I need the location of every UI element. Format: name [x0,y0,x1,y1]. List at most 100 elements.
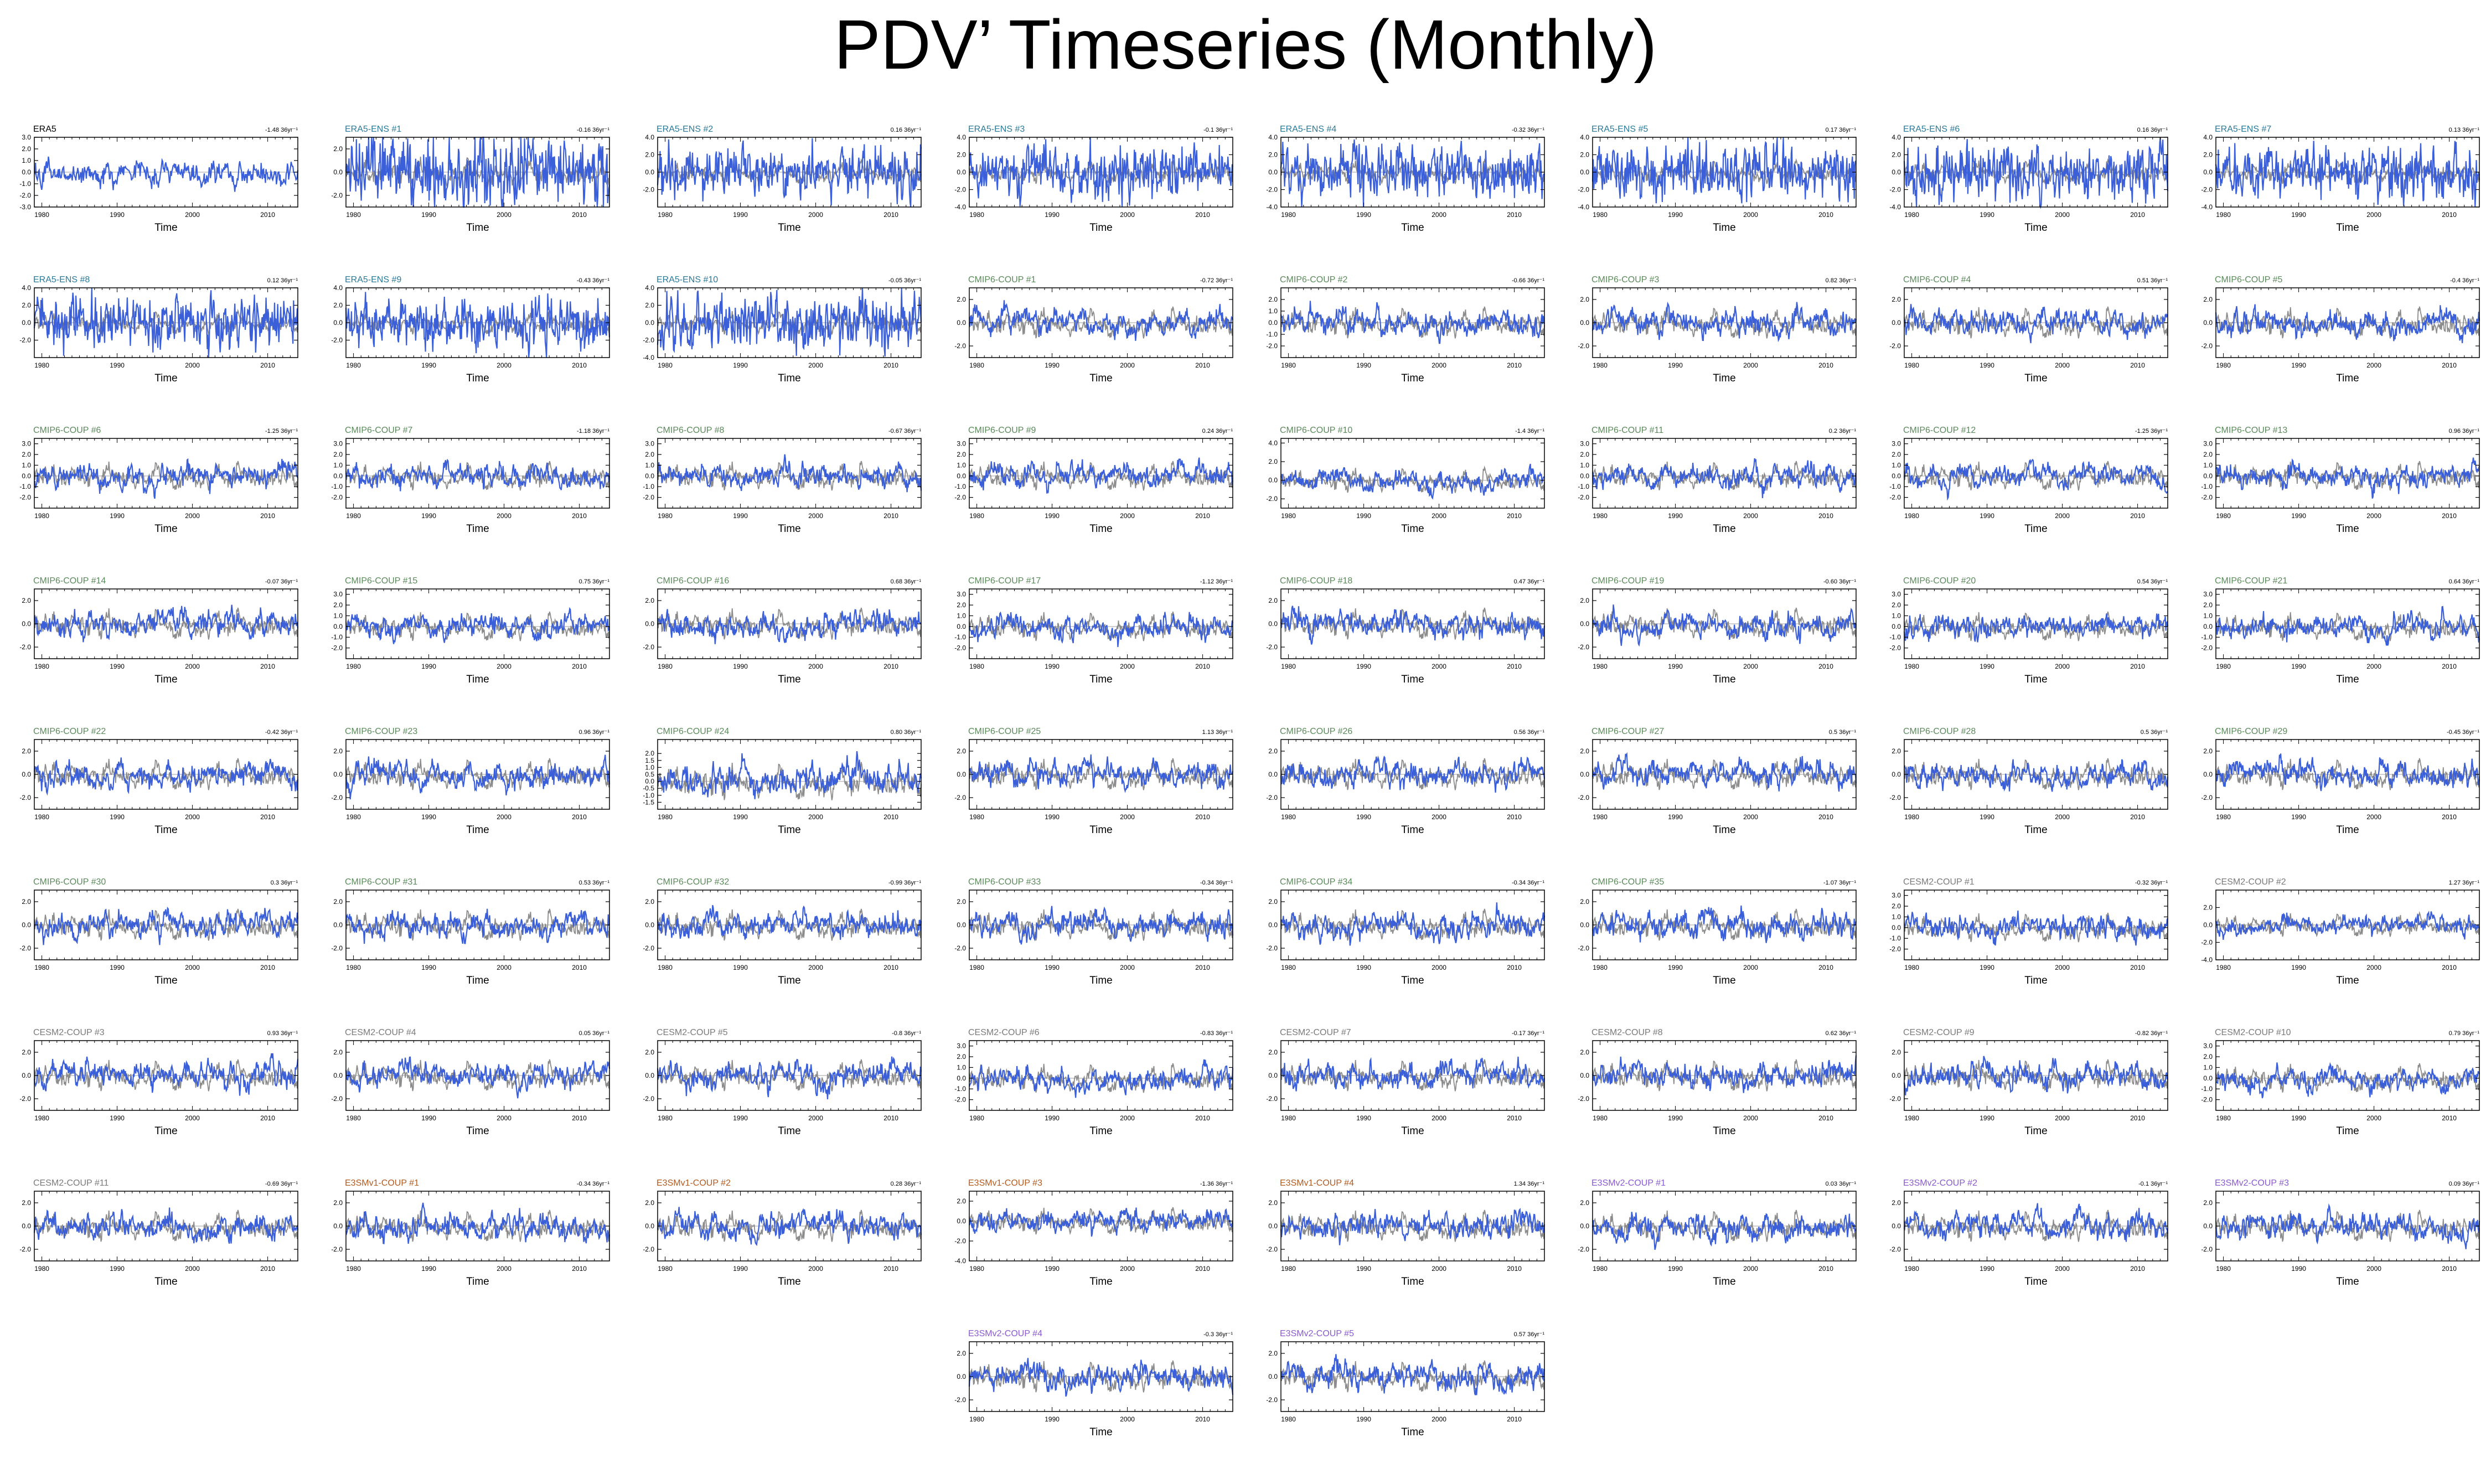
panel-34: CMIP6-COUP #23 0.96 36yr⁻¹ 2.0 0.0 -2.0 1980 1… [331,727,611,836]
x-tick-label: 2010 [2130,663,2145,670]
panel-trend: -1.07 36yr⁻¹ [1823,880,1856,886]
panel-title: CMIP6-COUP #14 [33,576,106,586]
x-tick-label: 1990 [2291,211,2306,219]
x-tick-label: 2000 [1431,663,1446,670]
x-tick-label: 1980 [1281,512,1296,520]
y-tick-label: 4.0 [1891,133,1901,141]
panel-trend: 0.16 36yr⁻¹ [2137,127,2168,133]
x-tick-label: 2010 [260,361,275,369]
plot-frame [1592,438,1857,509]
panel-trend: -0.05 36yr⁻¹ [888,277,921,284]
y-tick-label: 0.0 [645,778,654,785]
x-tick-label: 1980 [1904,663,1919,670]
y-tick-label: -2.0 [643,1095,654,1103]
x-tick-label: 2010 [572,211,587,219]
y-tick-label: 1.0 [645,763,654,771]
model-series-line [969,137,1234,208]
y-tick-label: 3.0 [957,1042,966,1050]
model-series-line [657,904,922,940]
panel-42: CMIP6-COUP #31 0.53 36yr⁻¹ 2.0 0.0 -2.0 1980 1… [331,877,611,986]
panel-trend: 0.68 36yr⁻¹ [891,578,922,585]
y-tick-label: 2.0 [333,302,343,309]
x-tick-label: 1980 [1281,813,1296,821]
x-tick-label: 1990 [1356,211,1371,219]
model-series-line [34,906,299,945]
panel-20: CMIP6-COUP #9 0.24 36yr⁻¹ 3.0 2.0 1.0 0.0 -1.0… [954,426,1234,535]
x-tick-label: 2010 [260,663,275,670]
x-tick-label: 1990 [1668,512,1683,520]
model-series-line [968,906,1234,945]
x-axis-label: Time [2024,975,2048,986]
x-tick-label: 2000 [1743,813,1758,821]
panel-19: CMIP6-COUP #8 -0.67 36yr⁻¹ 3.0 2.0 1.0 0.0 -1.… [643,426,922,535]
y-tick-label: -2.0 [19,944,31,952]
x-tick-label: 2010 [1507,663,1522,670]
model-series-line [1591,458,1857,499]
x-tick-label: 1990 [733,813,748,821]
model-series-line [968,1059,1234,1098]
panel-title: CMIP6-COUP #13 [2215,426,2287,435]
y-tick-label: 0.0 [645,472,654,480]
y-tick-label: 0.0 [22,472,31,480]
x-tick-label: 2000 [497,361,511,369]
panel-trend: 1.27 36yr⁻¹ [2449,880,2480,886]
model-series-line [1904,759,2169,792]
x-tick-label: 1990 [1045,361,1060,369]
x-tick-label: 2010 [883,211,898,219]
y-tick-label: 2.0 [22,302,31,309]
model-series-line [1280,1056,1546,1092]
x-tick-label: 1980 [1593,964,1608,971]
panel-trend: 0.75 36yr⁻¹ [579,578,610,585]
y-tick-label: 0.0 [333,319,343,327]
y-tick-label: -1.0 [1266,330,1278,338]
y-tick-label: -0.5 [643,784,654,792]
panel-24: CMIP6-COUP #13 0.96 36yr⁻¹ 3.0 2.0 1.0 0.0 -1.… [2201,426,2480,535]
y-tick-label: -2.0 [1266,944,1278,952]
x-tick-label: 2000 [185,211,200,219]
x-tick-label: 1990 [1668,211,1683,219]
x-tick-label: 2010 [1507,211,1522,219]
x-tick-label: 2000 [1743,361,1758,369]
x-tick-label: 2000 [497,512,511,520]
x-tick-label: 2010 [2130,964,2145,971]
x-tick-label: 2000 [185,1114,200,1122]
x-axis-label: Time [2024,674,2048,685]
panel-title: ERA5-ENS #9 [345,275,401,285]
x-tick-label: 1990 [421,663,436,670]
x-tick-label: 1980 [658,964,673,971]
x-tick-label: 2010 [1507,813,1522,821]
y-tick-label: -1.0 [643,792,654,799]
panel-trend: 0.12 36yr⁻¹ [267,277,298,284]
y-tick-label: 0.0 [957,168,966,176]
panel-3: ERA5-ENS #2 0.16 36yr⁻¹ 4.0 2.0 0.0 -2.0 1980 1… [643,125,922,234]
x-axis-label: Time [1401,373,1424,384]
y-tick-label: 0.0 [1891,623,1901,630]
plot-frame [657,438,922,509]
x-tick-label: 2000 [1120,361,1135,369]
panel-title: CMIP6-COUP #22 [33,727,106,736]
x-tick-label: 2000 [497,211,511,219]
plot-frame [2215,588,2480,659]
x-tick-label: 2000 [1431,813,1446,821]
x-tick-label: 1990 [421,813,436,821]
x-tick-label: 1990 [1045,1114,1060,1122]
panel-7: ERA5-ENS #6 0.16 36yr⁻¹4.02.00.0-2.0-4.01… [1889,125,2169,234]
y-tick-label: -1.0 [331,483,343,490]
y-tick-label: 3.0 [957,591,966,598]
x-tick-label: 1980 [658,211,673,219]
y-tick-label: 2.0 [645,151,654,159]
panel-title: CMIP6-COUP #25 [968,727,1041,736]
model-series-line [1280,301,1546,344]
y-tick-label: 2.0 [22,898,31,906]
y-tick-label: 3.0 [22,440,31,448]
y-tick-label: 2.0 [957,601,966,609]
x-tick-label: 2000 [2055,512,2070,520]
panel-2: ERA5-ENS #1 -0.16 36yr⁻¹ 2.0 0.0 -2.0 1980 199… [331,125,611,234]
model-series-line [657,454,922,493]
model-series-line [1592,604,1857,647]
model-series-line [657,138,922,208]
y-tick-label: 1.0 [22,157,31,164]
y-tick-label: 0.0 [645,1072,654,1079]
x-tick-label: 2000 [1431,964,1446,971]
y-tick-label: 2.0 [645,1048,654,1056]
